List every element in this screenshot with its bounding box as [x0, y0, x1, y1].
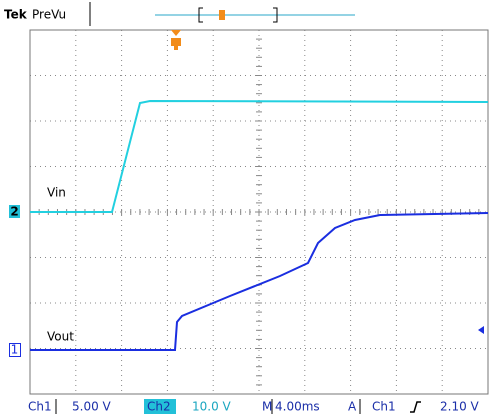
trace-label: Vout — [47, 330, 74, 344]
vin-trace — [30, 99, 489, 213]
vout-trace — [30, 212, 489, 351]
brand: Tek — [4, 8, 28, 22]
trigger-level-marker — [478, 326, 484, 334]
status-timebase: 4.00ms — [275, 400, 320, 414]
trigger-slope-icon — [410, 401, 421, 413]
trigger-marker — [171, 30, 181, 50]
status-ch2-box — [144, 399, 176, 414]
status-ch2-scale: 10.0 V — [192, 400, 232, 414]
status-ch2: Ch2 — [147, 400, 171, 414]
trigger-position — [219, 10, 225, 20]
status-timebase-prefix: M — [262, 400, 272, 414]
channel-marker-label: 2 — [10, 205, 18, 219]
channel-marker — [9, 205, 20, 218]
record-window — [198, 7, 278, 23]
channel-marker-label: 1 — [11, 343, 19, 357]
channel-marker — [9, 343, 21, 357]
trace-label: Vin — [47, 186, 66, 200]
mode: PreVu — [32, 8, 66, 22]
status-trigger-mode: A — [348, 400, 357, 414]
status-trigger-level: 2.10 V — [440, 400, 480, 414]
status-ch1: Ch1 — [28, 400, 52, 414]
status-trigger-source: Ch1 — [372, 400, 396, 414]
status-ch1-scale: 5.00 V — [72, 400, 112, 414]
